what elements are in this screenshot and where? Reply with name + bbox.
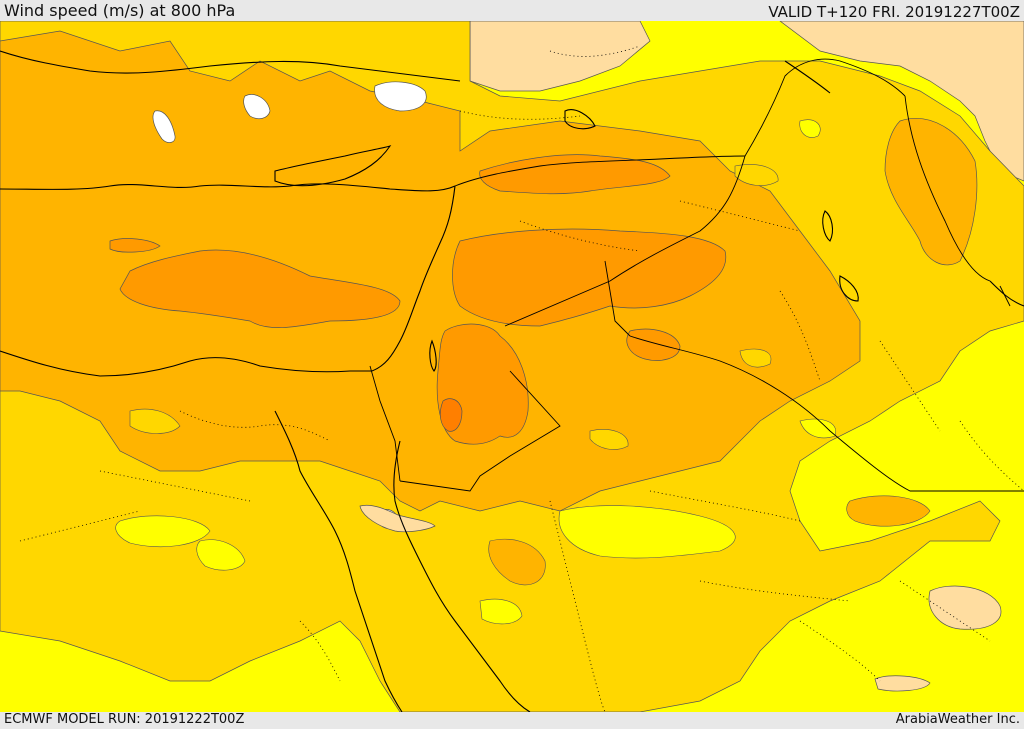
province-border-6	[649, 490, 801, 522]
model-run-label: ECMWF MODEL RUN: 20191222T00Z	[4, 712, 245, 727]
gold-island-3	[734, 164, 779, 186]
credit-label: ArabiaWeather Inc.	[895, 712, 1020, 727]
calm-patch-aegean	[152, 110, 176, 143]
peach-region-northeast	[779, 21, 1024, 182]
coastline-cyprus	[274, 145, 392, 187]
map-header: Wind speed (m/s) at 800 hPa VALID T+120 …	[0, 0, 1024, 21]
yellow-island-6	[799, 418, 837, 439]
amber-patch-south-2	[846, 495, 931, 527]
province-border-13	[879, 340, 941, 432]
orange-band-anatolia-small	[109, 238, 161, 253]
province-border-2	[99, 470, 251, 502]
calm-patch-marmara	[243, 94, 271, 120]
orange-band-iraq	[626, 328, 681, 361]
border-iraq-saudi	[629, 335, 1024, 492]
peach-patch-aqaba	[359, 504, 436, 533]
coastline-levant	[371, 185, 456, 372]
border-iraq-iran	[744, 58, 906, 157]
gold-island-1	[129, 408, 181, 434]
map-footer: ECMWF MODEL RUN: 20191222T00Z ArabiaWeat…	[0, 712, 1024, 729]
coastline-gulf-of-suez	[274, 410, 403, 712]
orange-band-syria-central	[452, 228, 727, 327]
province-border-15	[459, 110, 581, 120]
border-iraq-iran-south	[904, 95, 991, 282]
border-jordan-saudi	[399, 370, 561, 492]
orange-band-anatolia	[119, 249, 401, 328]
lake-iran-outline	[839, 275, 859, 302]
peach-region-north	[469, 21, 651, 92]
gold-island-2	[589, 429, 629, 450]
amber-band-main	[0, 30, 861, 512]
coastline-turkey-south	[0, 183, 456, 192]
coastline-black-sea	[0, 50, 461, 82]
political-borders	[369, 58, 1024, 492]
border-kuwait	[999, 285, 1011, 307]
peach-region-southeast	[928, 585, 1002, 630]
amber-band-east	[884, 118, 978, 266]
dark-orange-core	[439, 398, 463, 432]
coastline-caspian	[784, 60, 831, 94]
lake-van-outline	[564, 109, 596, 130]
border-egypt-sinai	[369, 365, 401, 482]
yellow-island-1	[115, 515, 211, 548]
yellow-island-3	[479, 598, 523, 625]
coastline-persian-gulf	[989, 280, 1024, 307]
yellow-island-4	[196, 539, 246, 571]
border-syria-iraq	[504, 155, 746, 327]
valid-time-label: VALID T+120 FRI. 20191227T00Z	[768, 3, 1020, 21]
map-canvas	[0, 21, 1024, 712]
province-border-9	[899, 580, 991, 642]
amber-patch-south-1	[488, 538, 546, 586]
calm-patch-central-anatolia	[374, 81, 427, 112]
yellow-island-2	[558, 505, 736, 559]
gold-island-4	[739, 348, 772, 368]
yellow-island-5	[799, 119, 821, 138]
border-iraq-jordan	[604, 260, 631, 337]
orange-band-syria-north	[479, 154, 671, 195]
wind-speed-map	[0, 21, 1024, 712]
peach-region-south	[874, 675, 931, 692]
province-border-1	[179, 410, 331, 442]
lake-urmia-outline	[822, 210, 834, 242]
map-title: Wind speed (m/s) at 800 hPa	[4, 1, 236, 20]
coastline-egypt-north	[0, 350, 372, 377]
coastlines	[0, 50, 1024, 712]
coastline-red-sea-east	[393, 440, 531, 712]
border-turkey-syria	[454, 155, 746, 187]
dead-sea-outline	[429, 339, 437, 372]
province-borders	[19, 45, 1024, 712]
